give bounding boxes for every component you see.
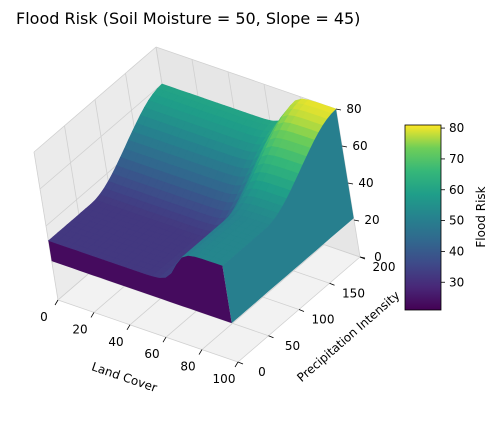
colorbar-tick-label: 40: [449, 244, 464, 258]
z-tick: [347, 182, 354, 185]
x-tick-label: 40: [108, 335, 123, 349]
colorbar-ticks: 30 40 50 60 70 80: [441, 121, 464, 289]
z-tick-label: 60: [352, 139, 367, 153]
grid-line-y: [57, 299, 239, 363]
y-axis-label: Precipitation Intensity: [294, 288, 402, 385]
grid-line-z: [39, 83, 163, 190]
x-tick-label: 80: [180, 360, 195, 374]
z-tick-label: 20: [364, 213, 379, 227]
x-tick: [198, 349, 203, 355]
x-tick: [126, 324, 131, 331]
z-tick-label: 0: [374, 250, 382, 264]
x-tick-label: 20: [72, 322, 87, 336]
y-tick-label: 100: [312, 313, 335, 327]
x-tick: [234, 361, 239, 368]
y-tick-label: 50: [285, 339, 300, 353]
colorbar-tick-label: 50: [449, 214, 464, 228]
z-tick-label: 40: [358, 176, 373, 190]
y-tick-label: 150: [342, 286, 365, 300]
colorbar-label: Flood Risk: [474, 186, 488, 247]
z-tick: [359, 256, 366, 259]
colorbar-gradient: [404, 124, 442, 311]
x-tick-label: 0: [40, 310, 48, 324]
colorbar-tick-label: 30: [449, 275, 464, 289]
surface-right-wall: [222, 109, 354, 324]
x-tick: [54, 299, 59, 306]
y-tick: [298, 309, 305, 312]
x-tick-label: 100: [213, 372, 236, 386]
risk-surface: [47, 83, 354, 324]
x-tick: [90, 312, 95, 318]
grid-line-z: [33, 46, 157, 153]
x-tick-label: 60: [144, 347, 159, 361]
z-tick: [353, 219, 360, 222]
y-tick: [329, 282, 335, 286]
x-axis-label: Land Cover: [90, 359, 159, 394]
colorbar: 30 40 50 60 70 80 Flood Risk: [404, 121, 488, 311]
colorbar-tick-label: 80: [449, 121, 464, 135]
y-tick: [237, 361, 244, 365]
z-tick-label: 80: [346, 102, 361, 116]
y-tick-label: 0: [258, 365, 266, 379]
z-tick: [341, 145, 348, 148]
surface-front-wall: [48, 240, 232, 324]
colorbar-tick-label: 70: [449, 152, 464, 166]
y-tick: [268, 335, 274, 339]
y-tick-label: 200: [373, 260, 396, 274]
colorbar-tick-label: 60: [449, 183, 464, 197]
x-tick: [162, 336, 167, 343]
z-tick: [335, 108, 342, 111]
chart-title: Flood Risk (Soil Moisture = 50, Slope = …: [16, 9, 360, 28]
grid-line-z: [155, 46, 337, 110]
